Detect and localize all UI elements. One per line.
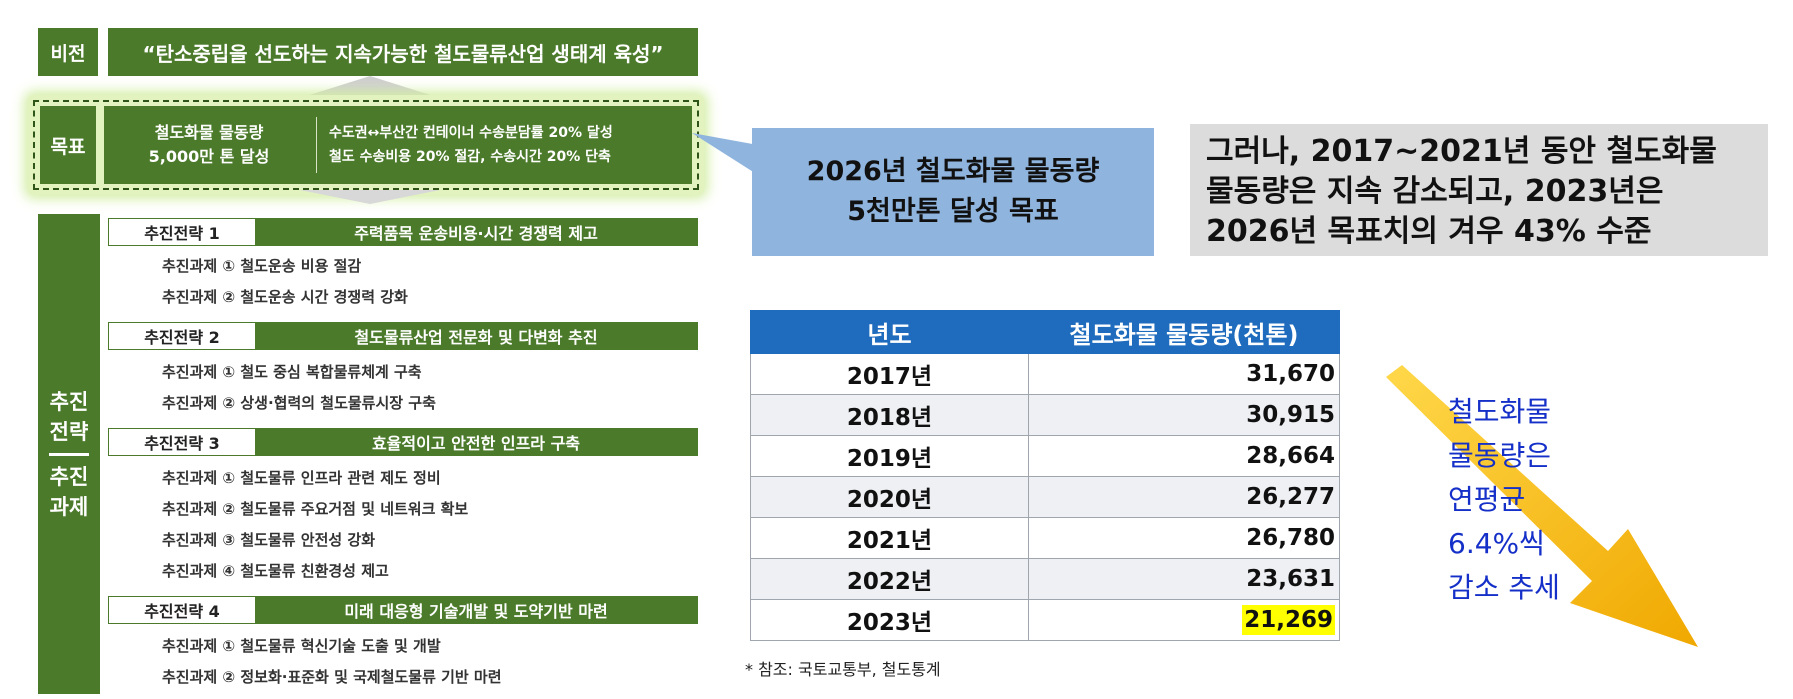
down-right-arrow-icon (1386, 365, 1698, 647)
source-note: * 참조: 국토교통부, 철도통계 (745, 660, 941, 679)
decline-note: 철도화물 물동량은 연평균 6.4%씩 감소 추세 (1448, 390, 1608, 610)
strategy-side-label: 추진 전략 추진 과제 (38, 214, 100, 694)
volume-cell-highlighted: 21,269 (1028, 599, 1340, 641)
goal-main: 철도화물 물동량 5,000만 톤 달성 (114, 121, 304, 169)
strategy-number: 추진전략 4 (109, 597, 255, 623)
volume-cell: 30,915 (1028, 394, 1340, 436)
year-cell: 2021년 (750, 517, 1029, 559)
year-cell: 2019년 (750, 435, 1029, 477)
goal-detail-line1: 수도권↔부산간 컨테이너 수송분담률 20% 달성 (329, 125, 613, 141)
volume-cell: 26,780 (1028, 517, 1340, 559)
strategy-1-header: 추진전략 1 주력품목 운송비용·시간 경쟁력 제고 (108, 218, 698, 246)
side-line3: 추진 (49, 464, 89, 489)
strategy-number: 추진전략 3 (109, 429, 255, 455)
table-row: 2017년 31,670 (750, 353, 1340, 395)
note-line2: 물동량은 (1448, 439, 1552, 472)
task-item: 추진과제 ① 철도 중심 복합물류체계 구축 (162, 363, 422, 381)
strategy-4-header: 추진전략 4 미래 대응형 기술개발 및 도약기반 마련 (108, 596, 698, 624)
task-item: 추진과제 ② 철도운송 시간 경쟁력 강화 (162, 288, 408, 306)
volume-cell: 31,670 (1028, 353, 1340, 395)
goal-body: 철도화물 물동량 5,000만 톤 달성 수도권↔부산간 컨테이너 수송분담률 … (104, 106, 692, 184)
table-row: 2023년 21,269 (750, 599, 1340, 641)
vision-goal-connector (300, 76, 440, 98)
summary-line3: 2026년 목표치의 겨우 43% 수준 (1206, 214, 1652, 249)
strategy-2-header: 추진전략 2 철도물류산업 전문화 및 다변화 추진 (108, 322, 698, 350)
freight-volume-table: 년도 철도화물 물동량(천톤) 2017년 31,670 2018년 30,91… (750, 310, 1340, 641)
goal-callout: 2026년 철도화물 물동량 5천만톤 달성 목표 (752, 128, 1154, 256)
table-row: 2021년 26,780 (750, 517, 1340, 559)
task-item: 추진과제 ④ 철도물류 친환경성 제고 (162, 562, 389, 580)
goal-divider (316, 117, 317, 173)
strategy-3-header: 추진전략 3 효율적이고 안전한 인프라 구축 (108, 428, 698, 456)
callout-line2: 5천만톤 달성 목표 (847, 196, 1059, 227)
goal-main-line1: 철도화물 물동량 (154, 123, 264, 142)
task-item: 추진과제 ① 철도운송 비용 절감 (162, 257, 362, 275)
volume-cell: 28,664 (1028, 435, 1340, 477)
task-item: 추진과제 ② 정보화·표준화 및 국제철도물류 기반 마련 (162, 668, 502, 686)
task-item: 추진과제 ① 철도물류 혁신기술 도출 및 개발 (162, 637, 441, 655)
strategy-title: 주력품목 운송비용·시간 경쟁력 제고 (255, 219, 697, 245)
side-divider (49, 452, 89, 456)
summary-box: 그러나, 2017~2021년 동안 철도화물 물동량은 지속 감소되고, 20… (1190, 124, 1768, 256)
vision-text: “탄소중립을 선도하는 지속가능한 철도물류산업 생태계 육성” (108, 28, 698, 76)
summary-line2: 물동량은 지속 감소되고, 2023년은 (1206, 174, 1664, 209)
year-cell: 2022년 (750, 558, 1029, 600)
table-row: 2018년 30,915 (750, 394, 1340, 436)
strategy-title: 철도물류산업 전문화 및 다변화 추진 (255, 323, 697, 349)
table-row: 2019년 28,664 (750, 435, 1340, 477)
goal-detail-line2: 철도 수송비용 20% 절감, 수송시간 20% 단축 (329, 149, 611, 165)
table-header-row: 년도 철도화물 물동량(천톤) (750, 310, 1340, 354)
strategy-title: 미래 대응형 기술개발 및 도약기반 마련 (255, 597, 697, 623)
year-cell: 2017년 (750, 353, 1029, 395)
note-line3: 연평균 (1448, 483, 1526, 516)
callout-pointer (692, 133, 758, 175)
note-line4: 6.4%씩 (1448, 527, 1545, 560)
strategy-number: 추진전략 2 (109, 323, 255, 349)
summary-line1: 그러나, 2017~2021년 동안 철도화물 (1206, 134, 1717, 169)
goal-details: 수도권↔부산간 컨테이너 수송분담률 20% 달성 철도 수송비용 20% 절감… (329, 121, 613, 169)
strategy-title: 효율적이고 안전한 인프라 구축 (255, 429, 697, 455)
side-line2: 전략 (49, 419, 89, 444)
highlighted-value: 21,269 (1242, 605, 1335, 635)
volume-cell: 26,277 (1028, 476, 1340, 518)
task-item: 추진과제 ③ 철도물류 안전성 강화 (162, 531, 375, 549)
callout-line1: 2026년 철도화물 물동량 (806, 156, 1100, 187)
table-row: 2022년 23,631 (750, 558, 1340, 600)
year-cell: 2020년 (750, 476, 1029, 518)
side-line4: 과제 (49, 494, 89, 519)
strategy-number: 추진전략 1 (109, 219, 255, 245)
side-line1: 추진 (49, 389, 89, 414)
task-item: 추진과제 ① 철도물류 인프라 관련 제도 정비 (162, 469, 441, 487)
task-item: 추진과제 ② 철도물류 주요거점 및 네트워크 확보 (162, 500, 469, 518)
column-header-year: 년도 (750, 310, 1029, 354)
column-header-volume: 철도화물 물동량(천톤) (1028, 310, 1340, 354)
goal-label: 목표 (40, 106, 96, 184)
note-line5: 감소 추세 (1448, 571, 1560, 604)
year-cell: 2018년 (750, 394, 1029, 436)
vision-label: 비전 (38, 28, 98, 76)
note-line1: 철도화물 (1448, 395, 1552, 428)
task-item: 추진과제 ② 상생·협력의 철도물류시장 구축 (162, 394, 436, 412)
goal-frame (33, 100, 699, 190)
volume-cell: 23,631 (1028, 558, 1340, 600)
goal-main-line2: 5,000만 톤 달성 (148, 147, 270, 166)
goal-strategy-connector (300, 190, 440, 204)
year-cell: 2023년 (750, 599, 1029, 641)
table-row: 2020년 26,277 (750, 476, 1340, 518)
